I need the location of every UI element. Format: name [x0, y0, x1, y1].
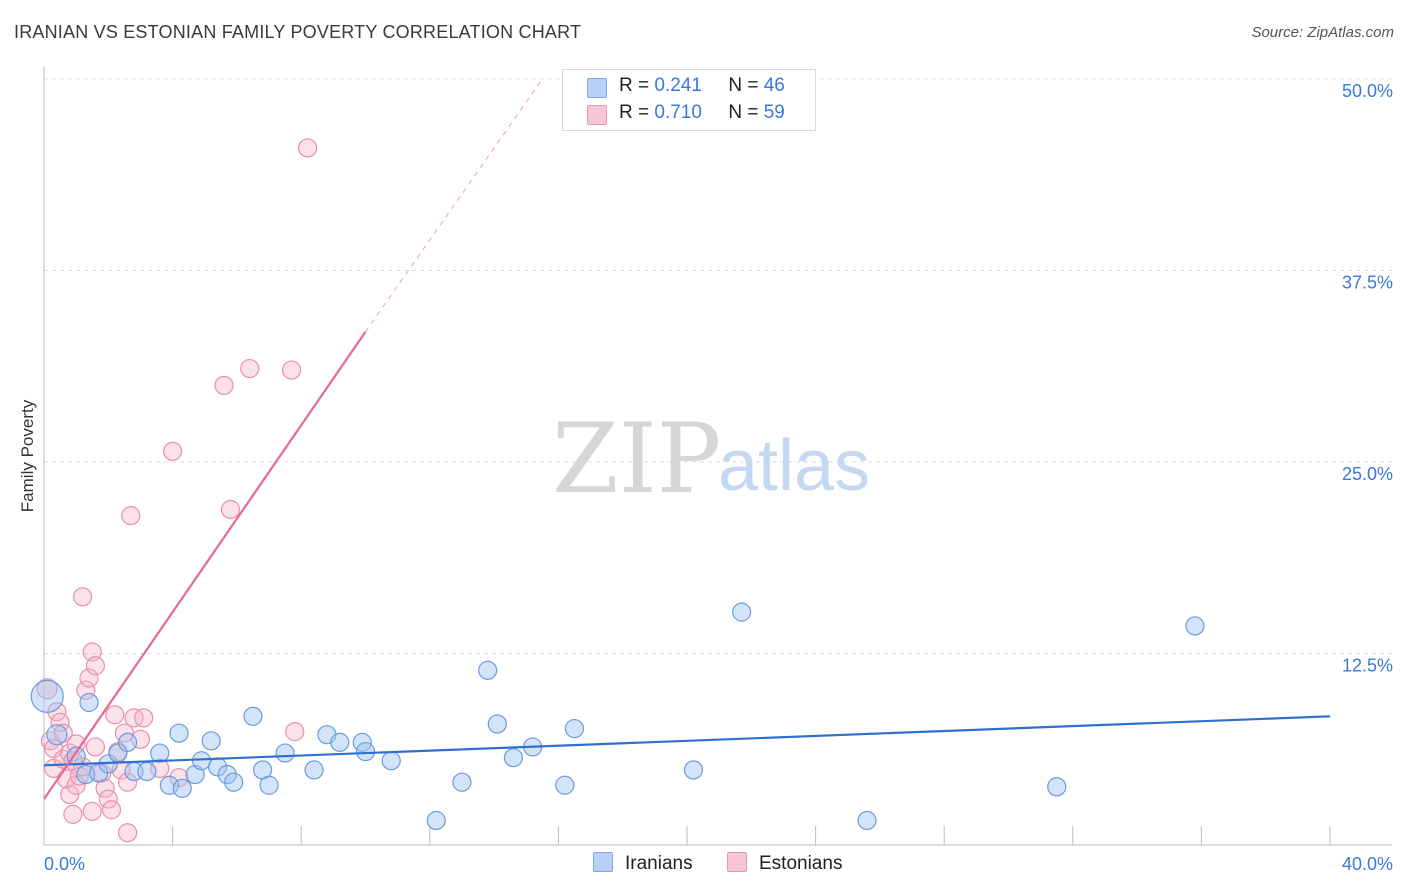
estonian-point [117, 772, 138, 792]
legend-n-value-iranians: 46 [763, 75, 785, 96]
estonian-point [85, 737, 106, 757]
iranians-trend-line [43, 715, 1331, 767]
iranian-point [304, 760, 324, 780]
iranian-point [381, 751, 401, 771]
iranian-point [275, 743, 295, 763]
estonian-point [85, 656, 106, 676]
estonian-point [98, 789, 118, 809]
iranian-point [503, 748, 523, 768]
estonian-point [169, 767, 189, 788]
legend-n-label: N = [728, 75, 759, 96]
iranian-point [452, 772, 472, 792]
estonian-point [163, 441, 183, 461]
estonian-point [63, 804, 83, 824]
estonian-point [117, 823, 138, 843]
iranian-point [330, 732, 350, 752]
legend-r-label: R = [619, 75, 650, 96]
data-points [30, 138, 1205, 843]
tick-labels: 12.5% 25.0% 37.5% 50.0% 0.0% 40.0% [44, 81, 1393, 874]
legend-r-label: R = [619, 102, 650, 123]
iranian-point [259, 775, 279, 795]
iranian-point [487, 714, 507, 734]
iranian-point [191, 751, 212, 771]
estonian-point [220, 499, 241, 520]
y-tick-label: 25.0% [1342, 464, 1393, 484]
iranian-point [217, 764, 237, 785]
iranian-point [224, 772, 244, 792]
iranian-point [79, 692, 99, 713]
legend-swatch-estonians [727, 852, 747, 872]
legend-swatch-iranians [593, 852, 613, 872]
trend-lines [43, 78, 1331, 800]
estonian-point [121, 506, 141, 526]
iranian-point [555, 775, 575, 795]
iranian-point [426, 810, 446, 831]
chart-title: IRANIAN VS ESTONIAN FAMILY POVERTY CORRE… [14, 22, 582, 42]
iranian-point [150, 743, 170, 763]
iranian-point [564, 718, 585, 739]
estonian-point [79, 668, 99, 688]
estonian-point [134, 708, 154, 728]
estonian-point [285, 722, 305, 742]
estonian-point [36, 678, 58, 700]
iranian-point [137, 761, 157, 782]
iranian-point [355, 741, 376, 762]
estonians-trend-extension [365, 78, 543, 333]
legend-item-estonians: Estonians [727, 852, 842, 875]
legend-n-value-estonians: 59 [763, 102, 785, 123]
iranian-point [201, 731, 221, 751]
iranian-point [169, 723, 189, 743]
y-tick-label: 37.5% [1342, 273, 1393, 293]
estonian-point [105, 705, 125, 725]
estonian-point [124, 708, 144, 728]
estonian-point [50, 712, 70, 733]
estonian-point [214, 375, 234, 395]
iranian-point [857, 810, 877, 831]
correlation-legend: R = 0.241 N = 46 R = 0.710 N = 59 [562, 69, 816, 131]
estonian-point [281, 360, 302, 380]
iranian-point [30, 679, 64, 713]
estonian-point [298, 138, 318, 158]
legend-n-label: N = [728, 102, 759, 123]
iranian-point [1185, 616, 1205, 636]
legend-r-value-estonians: 0.710 [654, 102, 702, 123]
legend-swatch-estonians [587, 105, 607, 125]
watermark-zip: ZIP [552, 403, 721, 515]
chart-source: Source: ZipAtlas.com [1251, 24, 1394, 41]
y-tick-label: 12.5% [1342, 656, 1393, 676]
legend-label-estonians: Estonians [759, 853, 843, 874]
estonian-point [240, 358, 260, 379]
estonian-point [82, 801, 102, 821]
iranian-point [172, 778, 192, 798]
iranian-point [46, 724, 68, 746]
legend-swatch-iranians [587, 78, 607, 98]
iranian-point [117, 732, 138, 752]
legend-item-iranians: Iranians [593, 852, 693, 875]
watermark-atlas: atlas [718, 426, 870, 506]
iranian-point [243, 706, 263, 726]
estonian-point [72, 587, 93, 607]
legend-label-iranians: Iranians [625, 853, 693, 874]
estonian-point [76, 680, 96, 700]
legend-r-value-iranians: 0.241 [654, 75, 702, 96]
estonian-point [101, 800, 122, 820]
estonian-point [47, 702, 67, 722]
gridlines [44, 78, 1392, 654]
iranian-point [1047, 777, 1067, 797]
iranian-point [683, 760, 704, 780]
y-tick-label: 50.0% [1342, 81, 1393, 101]
axes [43, 66, 1392, 846]
iranian-point [478, 660, 498, 680]
iranian-point [732, 602, 752, 622]
x-tick-label: 40.0% [1342, 854, 1393, 874]
estonians-trend-line [43, 331, 367, 800]
x-tick-label: 0.0% [44, 854, 85, 874]
